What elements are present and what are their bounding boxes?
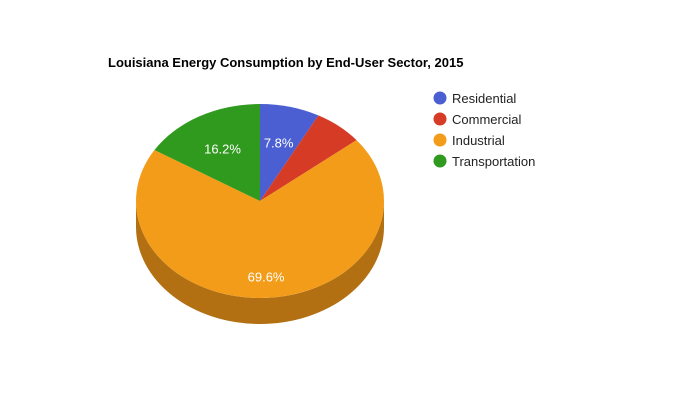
- legend-swatch-industrial: [433, 133, 447, 147]
- pie-slice-transportation: [154, 104, 260, 201]
- legend-item-industrial: Industrial: [433, 133, 505, 148]
- chart-title: Louisiana Energy Consumption by End-User…: [108, 55, 463, 70]
- slice-label-residential: 7.8%: [264, 136, 294, 151]
- legend-swatch-transportation: [433, 154, 447, 168]
- slice-label-industrial: 69.6%: [248, 270, 285, 285]
- pie-slice-industrial: [136, 140, 384, 298]
- legend-item-commercial: Commercial: [433, 112, 521, 127]
- legend-item-residential: Residential: [433, 91, 516, 106]
- legend: Residential Commercial Industrial Transport…: [433, 91, 535, 169]
- slice-label-group: 7.8% 69.6% 16.2%: [204, 136, 294, 285]
- legend-item-transportation: Transportation: [433, 154, 535, 169]
- pie-side-group: [136, 201, 384, 324]
- pie-slice-residential: [260, 104, 319, 201]
- slice-label-transportation: 16.2%: [204, 141, 241, 156]
- legend-label-industrial: Industrial: [452, 133, 505, 148]
- legend-label-transportation: Transportation: [452, 154, 535, 169]
- legend-label-commercial: Commercial: [452, 112, 521, 127]
- pie-side-industrial: [136, 201, 384, 324]
- legend-label-residential: Residential: [452, 91, 516, 106]
- pie-slice-group: [136, 104, 384, 298]
- legend-swatch-commercial: [433, 112, 447, 126]
- legend-swatch-residential: [433, 91, 447, 105]
- pie-slice-commercial: [260, 115, 357, 201]
